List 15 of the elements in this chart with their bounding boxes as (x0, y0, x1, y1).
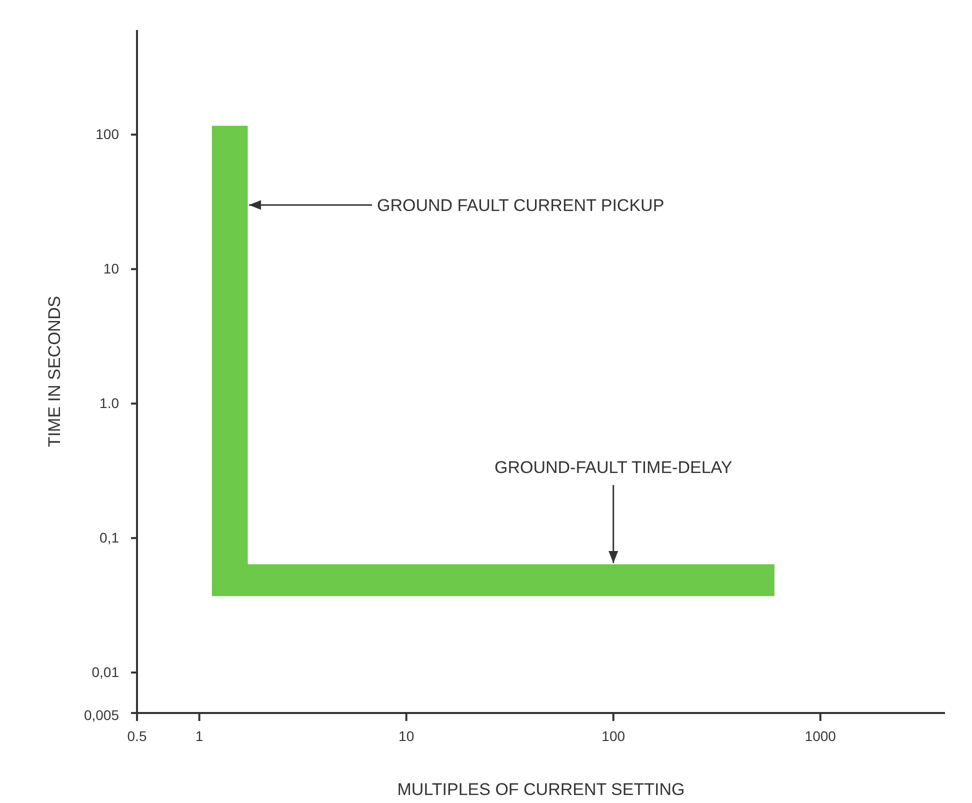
y-tick-label: 0,005 (84, 707, 120, 723)
annotation: GROUND FAULT CURRENT PICKUP (377, 196, 664, 215)
y-tick-label: 10 (103, 260, 120, 277)
x-tick-label: 100 (602, 728, 626, 744)
x-axis-title: MULTIPLES OF CURRENT SETTING (397, 780, 685, 799)
x-tick-label: 1000 (804, 728, 836, 744)
y-tick-label: 0,01 (92, 664, 120, 680)
y-tick-label: 0,1 (100, 530, 120, 546)
annotation: GROUND-FAULT TIME-DELAY (494, 458, 732, 478)
y-tick-label: 1.0 (100, 395, 120, 412)
x-tick-label: 1 (195, 728, 204, 744)
y-tick-label: 100 (96, 126, 120, 142)
y-axis-title: TIME IN SECONDS (45, 296, 64, 448)
x-tick-label: 0.5 (127, 728, 147, 744)
x-tick-label: 10 (398, 728, 414, 744)
